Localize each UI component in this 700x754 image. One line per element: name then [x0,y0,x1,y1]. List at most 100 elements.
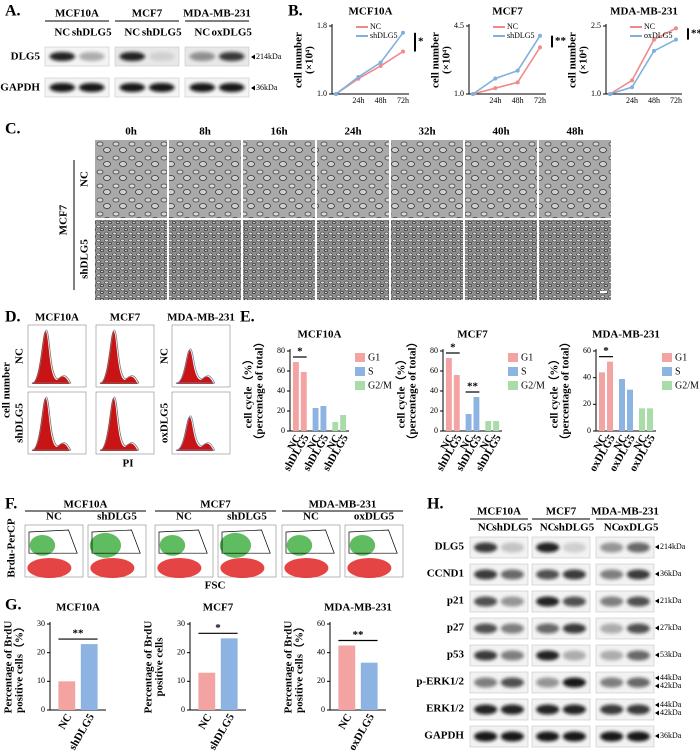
band [536,650,560,661]
x-tick-label: 48h [512,96,524,105]
significance: ** [353,629,365,641]
arrow [655,733,659,739]
blot [595,671,655,694]
point [652,37,656,42]
size: 27kDa [660,623,682,632]
rotated-label: cell number [567,32,579,88]
band [49,82,76,93]
legend-label: NC [370,22,381,31]
micrograph [539,220,611,300]
arrow [655,683,659,689]
y-tick-label: 2.5 [591,21,601,30]
bar [198,672,216,710]
band [474,623,498,634]
band [626,731,650,742]
histogram-panel [171,324,231,388]
rotated-label: cell cycle（%） [242,354,255,429]
time-label: 32h [418,126,435,138]
rotated-label: Percentage of BrdU [3,621,15,714]
lane-label: NC [194,27,210,39]
header: MDA-MB-231 [309,499,377,511]
gate [221,529,271,554]
y-tick-label: 30 [37,619,45,628]
legend-label: S [368,366,374,377]
x-tick-label: NC [336,712,354,732]
chart-title: MCF7 [492,6,523,18]
header: MDA-MB-231 [591,506,659,518]
micrograph [169,220,241,300]
brdu-cloud [29,535,56,556]
point [471,92,475,96]
band [474,731,498,742]
point [674,26,678,31]
time-label: 8h [199,126,211,138]
legend-swatch [662,353,672,362]
size: 53kDa [660,650,682,659]
rotated-label: positive cells [154,637,166,697]
y-tick-label: 1.0 [591,89,601,98]
rotated-label: NC [79,171,91,187]
cell-cloud [220,558,265,578]
panel-label: H. [427,496,443,513]
histogram [99,331,138,384]
y-tick-label: 60 [277,366,285,375]
band [600,596,624,607]
band [536,677,560,688]
header: MCF7 [132,8,163,20]
arrow [251,54,255,60]
band [536,623,560,634]
arrow [655,625,659,631]
bar [647,408,653,431]
rotated-label: (×10⁴) [304,46,316,74]
band [148,51,175,62]
micrograph [465,220,537,300]
line [472,35,541,95]
band [600,731,624,742]
y-tick-label: 0 [434,426,438,435]
y-tick-label: 20 [37,647,45,656]
protein: p-ERK1/2 [416,676,464,688]
blot [531,590,591,613]
band [536,596,560,607]
rotated-label: (×10⁴) [441,46,453,74]
band [562,677,586,688]
blot [469,698,529,721]
legend-swatch [508,353,518,362]
time-label: 48h [566,126,583,138]
histogram-outline [175,348,216,384]
bar [360,662,378,710]
brdu-cloud [286,535,313,556]
blot [595,563,655,586]
protein: GAPDH [424,730,464,742]
blot [595,617,655,640]
chart-title: MDA-MB-231 [592,329,660,341]
rotated-label: (×10⁴) [578,46,590,74]
protein: p21 [447,595,464,607]
line [335,32,404,95]
band [626,596,650,607]
bar [599,372,605,431]
rotated-label: cell cycle（%） [395,354,408,429]
chart-title: MCF7 [457,329,488,341]
y-tick-label: 40 [317,647,325,656]
band [536,542,560,553]
line [609,27,677,95]
band [474,650,498,661]
cell-cloud [90,558,135,578]
micrograph [95,220,167,300]
lane-label: shDLG5 [72,27,112,39]
brdu-cloud [89,532,122,558]
band [218,51,245,62]
histogram-outline [99,396,140,451]
band [600,704,624,715]
blot [595,725,655,748]
blot [469,617,529,640]
lane-label: NC [540,522,556,534]
arrow [655,652,659,658]
bar [58,681,76,710]
rotated-label: cell number [1,362,13,418]
protein: p27 [447,622,465,634]
header: MCF10A [55,8,99,20]
chart-title: MCF10A [56,602,100,614]
legend-label: G2/M [521,380,545,391]
